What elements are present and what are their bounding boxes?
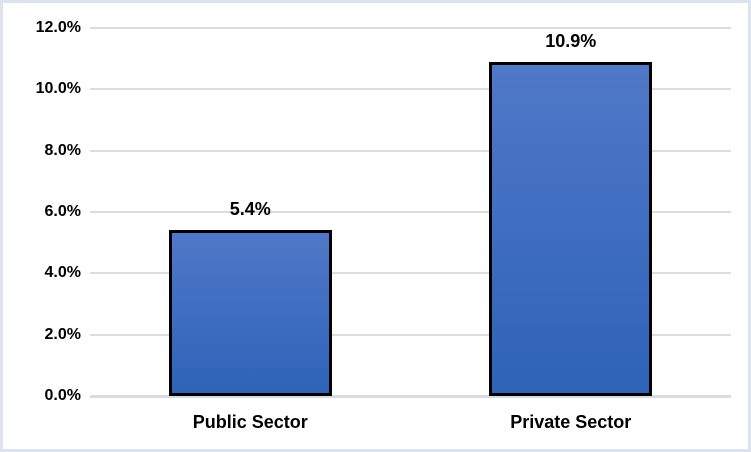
category-label-private-sector: Private Sector [510,412,632,432]
y-tick-label: 10.0% [35,80,81,98]
x-axis-line [90,395,731,398]
gridline [90,149,731,152]
gridline [90,272,731,275]
y-tick-label: 6.0% [44,203,81,220]
y-tick-label: 0.0% [44,387,81,404]
data-label-public-sector: 5.4% [229,199,271,220]
bar-private-sector [489,61,653,396]
y-tick-label: 12.0% [35,19,81,36]
y-tick-label: 4.0% [44,264,81,282]
y-tick-label: 2.0% [44,325,81,343]
data-label-private-sector: 10.9% [545,30,597,51]
gridline [90,27,731,29]
plot-area [90,27,731,398]
y-tick-label: 8.0% [44,141,81,159]
gridline [90,88,731,91]
gridline [90,333,731,336]
category-label-public-sector: Public Sector [192,412,308,432]
gridline [90,211,731,213]
bar-public-sector [168,230,332,396]
